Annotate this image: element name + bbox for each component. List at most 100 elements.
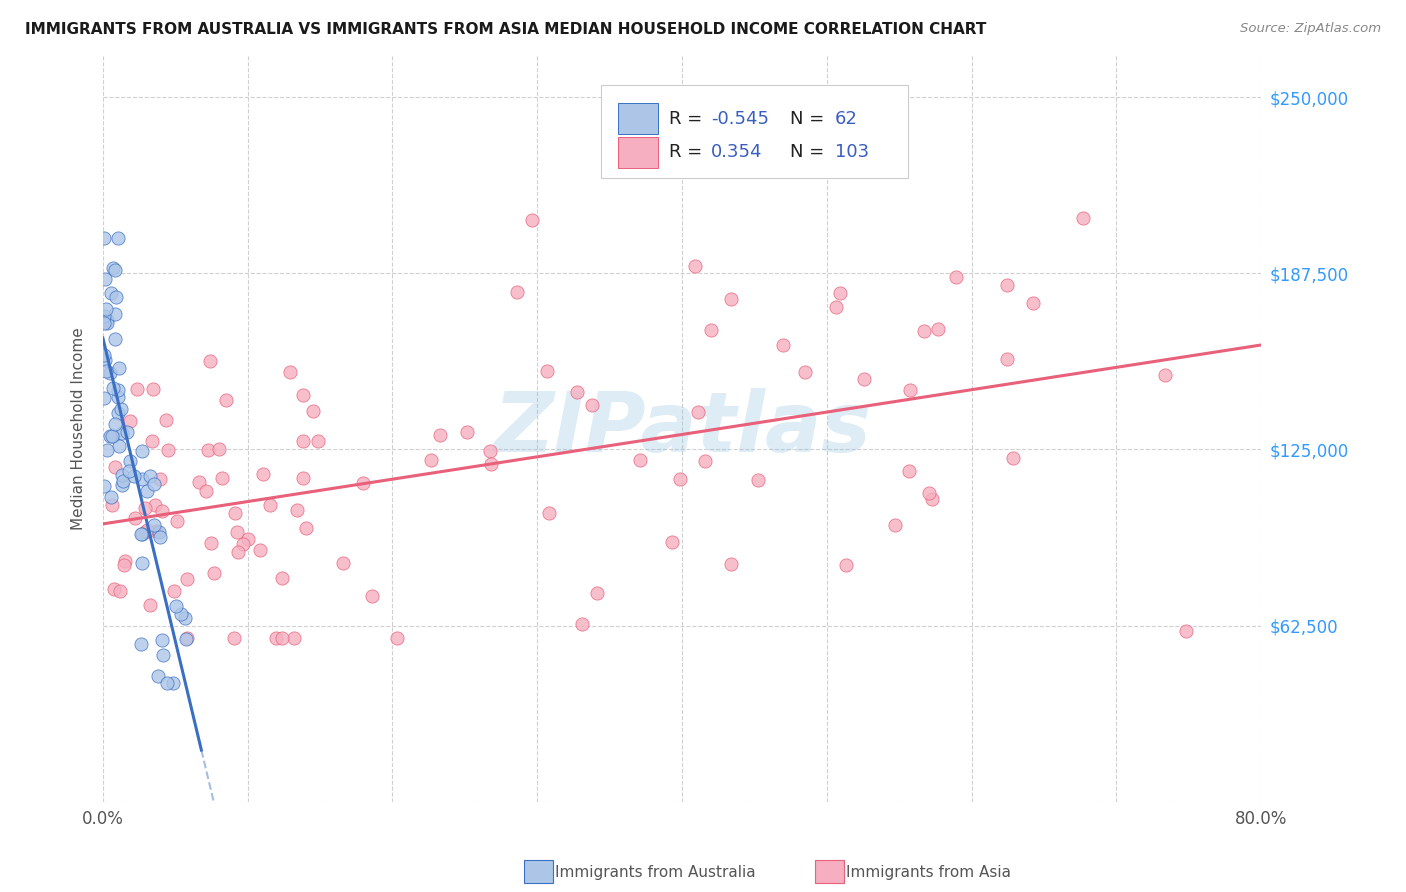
Point bbox=[148, 472, 170, 486]
Point bbox=[835, 558, 858, 572]
Point bbox=[104, 332, 127, 346]
Point bbox=[111, 478, 134, 492]
Text: IMMIGRANTS FROM AUSTRALIA VS IMMIGRANTS FROM ASIA MEDIAN HOUSEHOLD INCOME CORREL: IMMIGRANTS FROM AUSTRALIA VS IMMIGRANTS … bbox=[25, 22, 987, 37]
Text: 103: 103 bbox=[835, 144, 869, 161]
Point bbox=[110, 425, 132, 440]
FancyBboxPatch shape bbox=[600, 85, 908, 178]
Point bbox=[129, 638, 152, 652]
Point bbox=[571, 617, 593, 632]
Point bbox=[699, 323, 721, 337]
Point bbox=[94, 364, 117, 378]
Point bbox=[506, 285, 529, 300]
Point bbox=[101, 260, 124, 275]
Text: 62: 62 bbox=[835, 110, 858, 128]
Point bbox=[131, 472, 153, 486]
Point bbox=[249, 542, 271, 557]
Point bbox=[720, 292, 742, 306]
Point bbox=[945, 269, 967, 284]
Point bbox=[166, 514, 188, 528]
Point bbox=[292, 471, 315, 485]
Point bbox=[111, 468, 134, 483]
Point bbox=[1154, 368, 1177, 382]
Point bbox=[195, 484, 218, 499]
Point bbox=[520, 213, 543, 227]
Point bbox=[107, 231, 129, 245]
Point bbox=[142, 477, 165, 491]
Point bbox=[1071, 211, 1094, 225]
Point bbox=[174, 632, 197, 647]
Point bbox=[134, 501, 156, 516]
Text: Immigrants from Australia: Immigrants from Australia bbox=[555, 865, 756, 880]
Point bbox=[100, 429, 122, 443]
Point bbox=[537, 507, 560, 521]
Point bbox=[118, 464, 141, 478]
Point bbox=[208, 442, 231, 456]
Point bbox=[173, 611, 195, 625]
Point bbox=[360, 589, 382, 603]
Point bbox=[995, 352, 1018, 367]
Point bbox=[93, 348, 115, 362]
Point bbox=[136, 524, 159, 538]
Point bbox=[110, 402, 132, 417]
Point bbox=[152, 648, 174, 662]
Point bbox=[108, 584, 131, 599]
Point bbox=[1175, 624, 1198, 638]
Point bbox=[683, 259, 706, 273]
Point bbox=[429, 427, 451, 442]
Point bbox=[115, 425, 138, 439]
Point bbox=[104, 263, 127, 277]
Point bbox=[200, 535, 222, 549]
Point bbox=[793, 365, 815, 379]
FancyBboxPatch shape bbox=[619, 136, 658, 168]
Point bbox=[111, 474, 134, 488]
Point bbox=[1022, 295, 1045, 310]
Point bbox=[98, 366, 121, 380]
Point bbox=[198, 353, 221, 368]
Point bbox=[420, 453, 443, 467]
Point bbox=[772, 338, 794, 352]
Point bbox=[456, 425, 478, 439]
Point bbox=[101, 498, 124, 512]
Point bbox=[536, 364, 558, 378]
Text: R =: R = bbox=[669, 110, 709, 128]
Point bbox=[669, 472, 692, 486]
Point bbox=[292, 434, 315, 448]
Point bbox=[108, 439, 131, 453]
Point bbox=[107, 390, 129, 404]
Point bbox=[104, 417, 127, 431]
Point bbox=[139, 599, 162, 613]
Point bbox=[93, 309, 115, 323]
Point bbox=[100, 490, 122, 504]
Point bbox=[135, 484, 157, 499]
Point bbox=[155, 413, 177, 427]
Point bbox=[127, 382, 149, 396]
Point bbox=[163, 583, 186, 598]
Point bbox=[912, 324, 935, 338]
Point bbox=[103, 582, 125, 596]
Text: N =: N = bbox=[790, 110, 830, 128]
Point bbox=[259, 498, 281, 512]
Point bbox=[103, 429, 125, 443]
Point bbox=[481, 457, 503, 471]
Point bbox=[211, 471, 233, 485]
Point bbox=[215, 393, 238, 408]
Point bbox=[143, 518, 166, 533]
Point bbox=[170, 607, 193, 622]
Point bbox=[628, 452, 651, 467]
Point bbox=[586, 585, 609, 599]
Point bbox=[131, 444, 153, 458]
Point bbox=[307, 434, 329, 448]
Point bbox=[124, 510, 146, 524]
Point bbox=[387, 632, 409, 646]
Point bbox=[921, 491, 943, 506]
Point bbox=[686, 405, 709, 419]
Point bbox=[96, 442, 118, 457]
Text: -0.545: -0.545 bbox=[711, 110, 769, 128]
Point bbox=[103, 460, 125, 475]
Point bbox=[150, 632, 173, 647]
Point bbox=[118, 414, 141, 428]
Point bbox=[226, 545, 249, 559]
Point bbox=[884, 518, 907, 533]
Point bbox=[280, 365, 302, 379]
Point bbox=[118, 454, 141, 468]
